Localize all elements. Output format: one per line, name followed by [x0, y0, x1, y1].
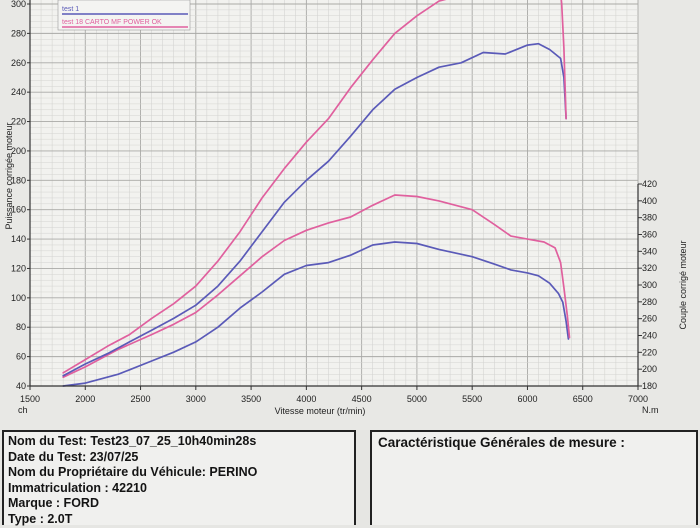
- y-right-tick-label: 240: [642, 331, 657, 341]
- y-right-tick-label: 300: [642, 280, 657, 290]
- vehicle-brand: Marque : FORD: [8, 496, 99, 511]
- series-line-torque: [62, 0, 447, 374]
- x-tick-label: 3500: [241, 394, 261, 404]
- test-name: Nom du Test: Test23_07_25_10h40min28s: [8, 434, 257, 448]
- y-right-tick-label: 360: [642, 230, 657, 240]
- x-tick-label: 6500: [573, 394, 593, 404]
- y-right-tick-label: 220: [642, 347, 657, 357]
- series-line-power: [62, 241, 570, 387]
- registration: Immatriculation : 42210: [8, 480, 147, 495]
- x-unit-left: ch: [18, 405, 28, 415]
- y-right-tick-label: 200: [642, 364, 657, 374]
- x-unit-right: N.m: [642, 405, 659, 415]
- y-left-tick-label: 40: [16, 381, 26, 391]
- y-right-tick-label: 400: [642, 196, 657, 206]
- x-axis-title: Vitesse moteur (tr/min): [275, 406, 366, 416]
- owner-name: Nom du Propriétaire du Véhicule: PERINO: [8, 465, 258, 480]
- x-tick-label: 3000: [186, 394, 206, 404]
- x-tick-label: 4500: [352, 394, 372, 404]
- y-right-tick-label: 180: [642, 381, 657, 391]
- x-tick-label: 2000: [75, 394, 95, 404]
- x-tick-label: 7000: [628, 394, 648, 404]
- y-left-axis-title: Puissance corrigée moteur: [4, 122, 14, 229]
- y-left-tick-label: 160: [11, 205, 26, 215]
- x-tick-label: 6000: [517, 394, 537, 404]
- x-tick-label: 1500: [20, 394, 40, 404]
- vehicle-type: Type : 2.0T: [8, 511, 73, 526]
- legend-label: test 1: [62, 6, 79, 13]
- y-left-tick-label: 140: [11, 234, 26, 244]
- y-right-tick-label: 320: [642, 263, 657, 273]
- x-tick-label: 4000: [296, 394, 316, 404]
- y-left-tick-label: 80: [16, 322, 26, 332]
- x-tick-label: 5000: [407, 394, 427, 404]
- x-tick-label: 2500: [131, 394, 151, 404]
- y-left-tick-label: 280: [11, 28, 26, 38]
- y-right-tick-label: 420: [642, 179, 657, 189]
- y-right-tick-label: 380: [642, 213, 657, 223]
- y-right-tick-label: 280: [642, 297, 657, 307]
- y-left-tick-label: 100: [11, 293, 26, 303]
- measure-characteristics-panel: Caractéristique Générales de mesure :: [370, 430, 698, 525]
- x-tick-label: 5500: [462, 394, 482, 404]
- grid: [29, 0, 639, 387]
- series-line-torque-end: [560, 0, 567, 120]
- series-lines: [62, 0, 571, 387]
- legend-box: [57, 0, 191, 31]
- y-left-tick-label: 220: [11, 117, 26, 127]
- measure-characteristics-title: Caractéristique Générales de mesure :: [378, 435, 625, 450]
- y-right-axis-title: Couple corrigé moteur: [678, 240, 688, 329]
- y-left-tick-label: 240: [11, 87, 26, 97]
- legend: test 1 test 18 CARTO MF POWER OK: [57, 0, 191, 31]
- series-line-power: [62, 194, 571, 379]
- y-left-tick-label: 180: [11, 175, 26, 185]
- y-left-tick-label: 200: [11, 146, 26, 156]
- test-date: Date du Test: 23/07/25: [8, 449, 139, 464]
- test-info-panel: Nom du Test: Test23_07_25_10h40min28s Da…: [2, 430, 356, 526]
- y-right-tick-label: 260: [642, 314, 657, 324]
- y-left-tick-label: 120: [11, 263, 26, 273]
- y-left-tick-label: 300: [11, 0, 26, 9]
- plot-area: [30, 0, 638, 386]
- series-line-torque: [62, 42, 567, 377]
- y-right-tick-label: 340: [642, 246, 657, 256]
- y-left-tick-label: 60: [16, 352, 26, 362]
- power-torque-chart: 1500 2000 2500 3000 3500 4000 4500 5000 5500 6000…: [4, 0, 688, 416]
- legend-label: test 18 CARTO MF POWER OK: [62, 19, 162, 26]
- y-left-tick-label: 260: [11, 58, 26, 68]
- axes: 1500 2000 2500 3000 3500 4000 4500 5000 5500 6000…: [4, 0, 688, 416]
